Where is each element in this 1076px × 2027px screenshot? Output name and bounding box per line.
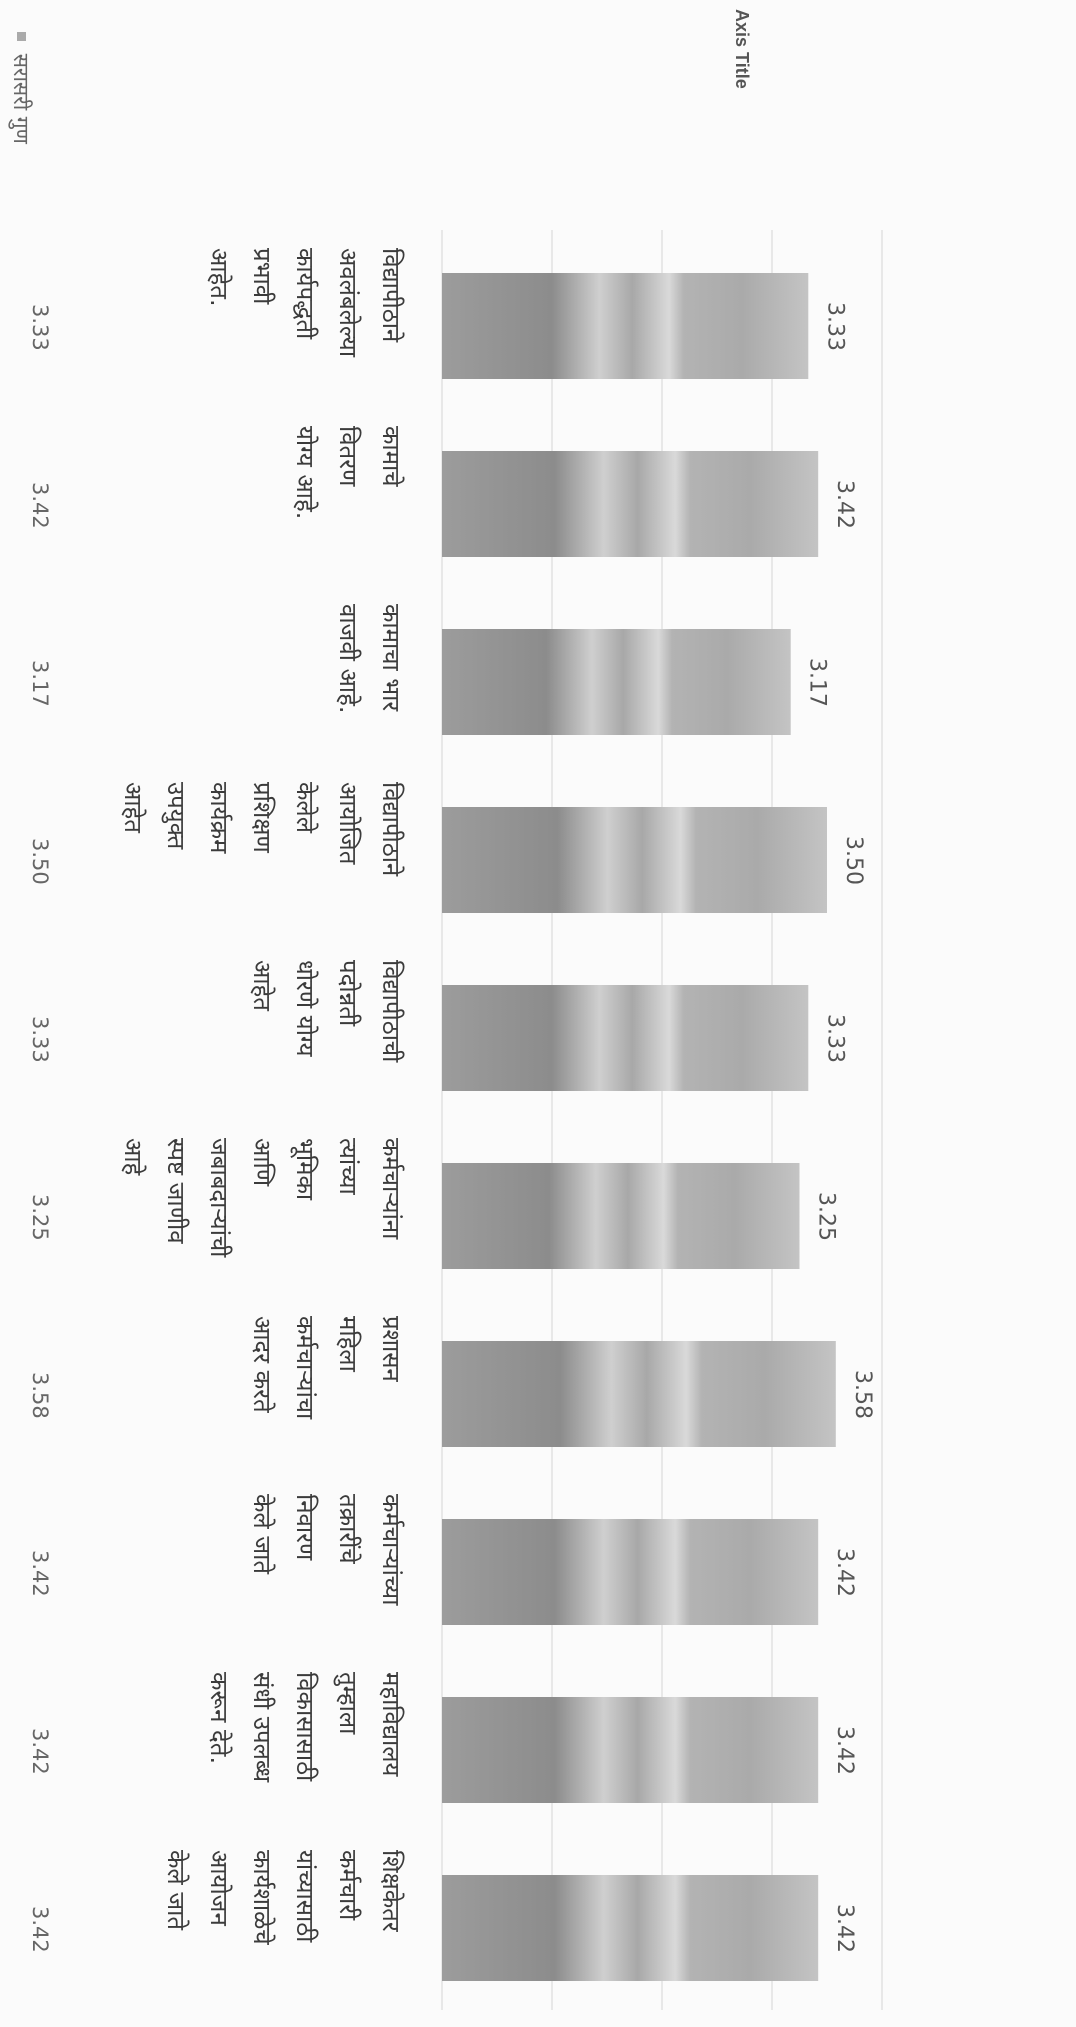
data-label: 3.33 bbox=[822, 1014, 848, 1063]
category-label: कामाचे वितरण योग्य आहे. bbox=[291, 426, 405, 520]
bar-7 bbox=[442, 1341, 836, 1447]
bar-2 bbox=[442, 451, 819, 557]
category-label: शिक्षकेतर कर्मचारी यांच्यासाठी कार्यशाळे… bbox=[162, 1850, 405, 1945]
category-label: कर्मचाऱ्यांना त्यांच्या भूमिका आणि जबाबद… bbox=[119, 1138, 405, 1258]
category-label: विद्यापीठाने अवलंबलेल्या कार्यपद्धती प्र… bbox=[205, 248, 405, 358]
data-label: 3.42 bbox=[832, 480, 858, 529]
category-label: प्रशासन महिला कर्मचाऱ्यांचा आदर करते bbox=[248, 1316, 405, 1420]
bar-5 bbox=[442, 985, 809, 1091]
data-label: 3.42 bbox=[832, 1904, 858, 1953]
table-value: 3.50 bbox=[28, 838, 52, 885]
table-value: 3.42 bbox=[28, 1550, 52, 1597]
table-value: 3.42 bbox=[28, 1728, 52, 1775]
category-label: कामाचा भार वाजवी आहे. bbox=[334, 604, 405, 714]
table-value: 3.33 bbox=[28, 1016, 52, 1063]
axis-title: Axis Title bbox=[732, 9, 752, 89]
category-label: विद्यापीठाने आयोजित केलेले प्रशिक्षण कार… bbox=[119, 782, 405, 877]
data-label: 3.33 bbox=[822, 302, 848, 351]
table-value: 3.25 bbox=[28, 1194, 52, 1241]
data-label: 3.42 bbox=[832, 1726, 858, 1775]
data-label: 3.50 bbox=[841, 836, 866, 885]
data-label: 3.42 bbox=[832, 1548, 858, 1597]
bar-3 bbox=[442, 629, 791, 735]
bar-10 bbox=[442, 1875, 819, 1981]
bar-4 bbox=[442, 807, 827, 913]
data-label: 3.25 bbox=[813, 1192, 839, 1241]
legend-swatch bbox=[16, 32, 26, 41]
table-value: 3.42 bbox=[28, 482, 52, 529]
category-label: विद्यापीठाची पदोन्नती धोरणे योग्य आहेत bbox=[248, 960, 405, 1063]
legend-series-name: सरासरी गुण bbox=[9, 53, 33, 144]
data-label: 3.17 bbox=[804, 658, 830, 707]
bar-9 bbox=[442, 1697, 819, 1803]
category-label: महाविद्यालय तुम्हाला विकासासाठी संधी उपल… bbox=[205, 1672, 405, 1783]
bar-8 bbox=[442, 1519, 819, 1625]
table-value: 3.17 bbox=[28, 660, 52, 707]
table-value: 3.33 bbox=[28, 304, 52, 351]
legend: सरासरी गुण bbox=[9, 32, 33, 144]
category-label: कर्मचाऱ्यांच्या तक्रारींचे निवारण केले ज… bbox=[248, 1494, 405, 1606]
bar-6 bbox=[442, 1163, 800, 1269]
table-value: 3.42 bbox=[28, 1906, 52, 1953]
data-label: 3.58 bbox=[849, 1370, 875, 1419]
table-value: 3.58 bbox=[28, 1372, 52, 1419]
bar-1 bbox=[442, 273, 809, 379]
